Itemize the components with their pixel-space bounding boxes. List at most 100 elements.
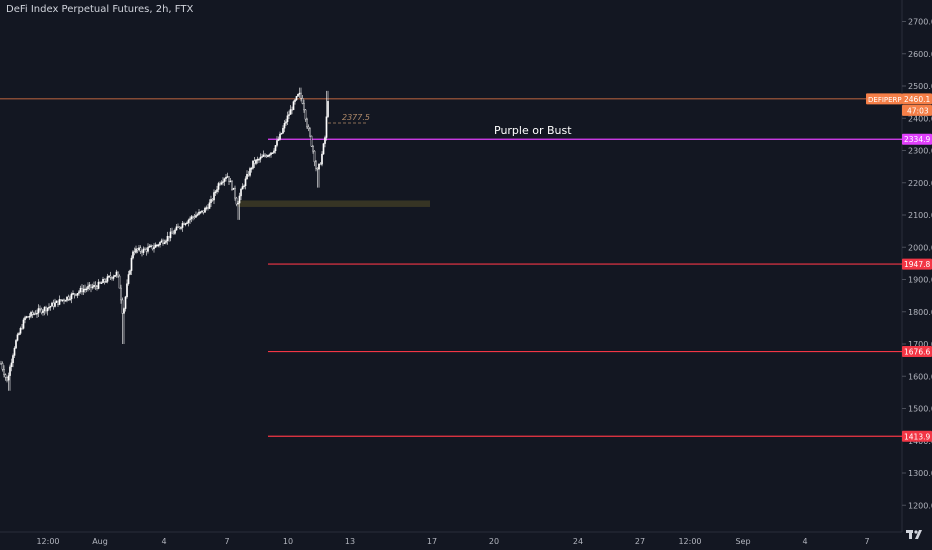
x-tick-label: 24 [573,537,583,546]
candle-body [244,178,247,187]
y-tick-label: 1200.0 [908,501,932,510]
candle-body [213,192,215,201]
y-tick-label: 2100.0 [908,211,932,220]
y-tick-label: 1700.0 [908,340,932,349]
candle-body [16,334,19,341]
candle-body [252,160,254,169]
candle-body [228,176,230,182]
x-tick-label: Sep [735,537,750,546]
candle-body [262,154,265,157]
candle-body [196,214,199,216]
symbol-tag-text: DEFIPERP [868,96,902,104]
candle-body [238,195,241,204]
candle-body [79,287,82,292]
candle-body [186,222,188,224]
candle-body [282,128,284,134]
x-tick-label: 12:00 [678,537,701,546]
candle-body [300,92,302,99]
x-tick-label: 17 [427,537,437,546]
candle-body [187,219,190,223]
candle-body [232,187,235,190]
candle-body [195,215,197,218]
candle-body [42,310,44,313]
price-label-text: 1413.9 [904,432,930,441]
candle-body [157,244,160,247]
candle-body [156,244,158,247]
candle-body [124,296,127,309]
candle-body [30,312,32,317]
y-tick-label: 2300.0 [908,147,932,156]
annotation-2377-5[interactable]: 2377.5 [342,113,370,122]
candle-body [67,296,70,300]
y-tick-label: 1500.0 [908,405,932,414]
candle-body [297,94,299,97]
candle-body [177,226,179,228]
price-label-tag [902,93,932,105]
candle-body [261,156,263,158]
candle-body [190,216,193,219]
candle-body [271,152,274,154]
candle-body [226,176,229,178]
candle-body [279,133,281,140]
candle-body [45,307,47,312]
candle-body [150,245,152,247]
candle-body [289,109,292,115]
candle-body [141,251,143,253]
annotation-purple-or-bust[interactable]: Purple or Bust [494,124,572,137]
candle-body [55,300,58,303]
candle-body [237,202,239,205]
candle-body [286,115,289,122]
x-tick-label: 7 [224,537,229,546]
price-label-tag [902,346,932,358]
candle-body [138,247,140,251]
candle-body [133,251,136,253]
candle-body [51,302,53,307]
y-tick-label: 2200.0 [908,179,932,188]
candle-body [243,185,245,188]
candle-body [78,291,80,294]
candle-body [28,316,31,318]
candle-body [112,276,115,279]
candle-body [39,308,41,310]
candle-body [265,155,268,158]
y-tick-label: 2500.0 [908,82,932,91]
candle-body [123,308,125,314]
y-tick-label: 1800.0 [908,308,932,317]
candle-body [184,223,187,226]
candle-body [105,281,107,283]
candle-body [57,300,59,305]
candle-body [87,286,89,290]
candle-body [93,284,95,287]
countdown-tag [902,104,932,116]
candle-body [121,299,124,314]
candle-body [64,300,67,302]
tradingview-logo-icon[interactable] [904,524,924,544]
candle-body [178,226,181,229]
candle-body [60,299,62,301]
candle-body [225,177,227,179]
candle-body [52,302,55,307]
candle-body [253,160,256,164]
candle-body [276,140,278,146]
candle-body [264,154,266,157]
candle-body [166,235,169,241]
candle-body [210,199,212,203]
candle-body [268,154,271,156]
candle-body [234,187,236,199]
candle-body [312,146,314,152]
candle-body [223,178,226,182]
candle-body [21,328,23,330]
candle-body [280,132,283,135]
candle-body [54,302,56,307]
candle-body [25,316,28,318]
candle-body [270,152,272,155]
candle-body [204,207,206,213]
candle-body [207,207,209,209]
candle-body [159,242,161,246]
candle-body [9,366,11,376]
candle-body [82,288,85,293]
candle-body [285,121,287,124]
x-tick-label: 7 [864,537,869,546]
